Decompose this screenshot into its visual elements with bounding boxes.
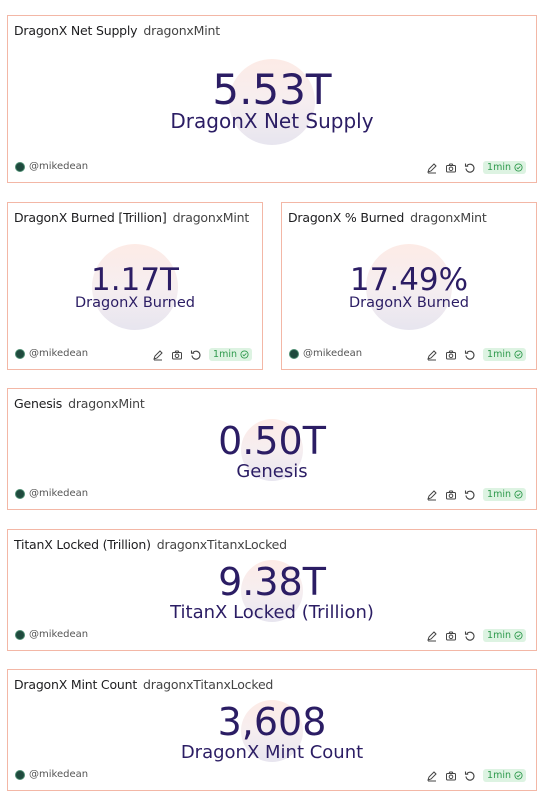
card-title[interactable]: DragonX Net Supply	[14, 23, 138, 38]
author[interactable]: @mikedean	[15, 348, 88, 359]
refresh-icon[interactable]	[464, 162, 476, 174]
author-name: @mikedean	[29, 488, 89, 499]
edit-icon[interactable]	[426, 162, 438, 174]
author[interactable]: @mikedean	[15, 769, 88, 780]
refresh-icon[interactable]	[464, 770, 476, 782]
card-title[interactable]: DragonX Mint Count	[14, 677, 138, 692]
card-header: DragonX Burned [Trillion] dragonxMint	[14, 210, 249, 225]
value-background-circle	[92, 244, 178, 330]
check-circle-icon	[514, 490, 523, 499]
card-title[interactable]: TitanX Locked (Trillion)	[14, 537, 151, 552]
refresh-interval-badge[interactable]: 1min	[483, 629, 526, 642]
card-header: DragonX Net Supply dragonxMint	[14, 23, 220, 38]
card-title[interactable]: DragonX Burned [Trillion]	[14, 210, 167, 225]
value-background-circle	[366, 244, 452, 330]
card-query-name[interactable]: dragonxTitanxLocked	[156, 537, 287, 552]
card-header: TitanX Locked (Trillion) dragonxTitanxLoc…	[14, 537, 287, 552]
counter-value: 1.17T	[91, 262, 179, 298]
avatar	[15, 161, 25, 172]
counter-card-mint-count: DragonX Mint Count dragonxTitanxLocked 3,…	[7, 669, 537, 791]
avatar	[15, 629, 25, 640]
counter-card-burned: DragonX Burned [Trillion] dragonxMint 1.1…	[7, 202, 263, 370]
card-header: DragonX Mint Count dragonxTitanxLocked	[14, 677, 273, 692]
card-query-name[interactable]: dragonxMint	[143, 23, 220, 38]
counter-value: 17.49%	[349, 262, 469, 298]
counter-card-percent-burned: DragonX % Burned dragonxMint 17.49% Drago…	[281, 202, 537, 370]
check-circle-icon	[514, 163, 523, 172]
camera-icon[interactable]	[445, 489, 457, 501]
counter-label: DragonX Mint Count	[180, 742, 364, 763]
refresh-interval-label: 1min	[487, 630, 511, 641]
avatar	[15, 488, 25, 499]
counter-card-titanx-locked: TitanX Locked (Trillion) dragonxTitanxLoc…	[7, 529, 537, 651]
author[interactable]: @mikedean	[15, 161, 88, 172]
counter-value: 0.50T	[218, 419, 326, 463]
edit-icon[interactable]	[426, 630, 438, 642]
author-name: @mikedean	[29, 161, 89, 172]
refresh-interval-badge[interactable]: 1min	[483, 348, 526, 361]
refresh-interval-badge[interactable]: 1min	[209, 348, 252, 361]
edit-icon[interactable]	[426, 489, 438, 501]
refresh-interval-label: 1min	[213, 349, 237, 360]
counter-label: DragonX Burned	[75, 295, 195, 311]
card-header: Genesis dragonxMint	[14, 396, 145, 411]
check-circle-icon	[514, 771, 523, 780]
camera-icon[interactable]	[445, 162, 457, 174]
card-query-name[interactable]: dragonxMint	[172, 210, 250, 225]
value-background-circle	[241, 560, 303, 622]
author[interactable]: @mikedean	[289, 348, 362, 359]
author-name: @mikedean	[303, 348, 363, 359]
counter-card-net-supply: DragonX Net Supply dragonxMint 5.53T Drag…	[7, 15, 537, 183]
avatar	[15, 769, 25, 780]
refresh-icon[interactable]	[464, 489, 476, 501]
author-name: @mikedean	[29, 769, 89, 780]
value-background-circle	[241, 419, 303, 481]
refresh-icon[interactable]	[464, 349, 476, 361]
counter-value: 9.38T	[218, 560, 326, 604]
card-query-name[interactable]: dragonxMint	[410, 210, 487, 225]
check-circle-icon	[514, 631, 523, 640]
card-query-name[interactable]: dragonxTitanxLocked	[143, 677, 274, 692]
camera-icon[interactable]	[445, 349, 457, 361]
counter-value: 5.53T	[212, 65, 332, 114]
counter-label: Genesis	[236, 461, 308, 482]
refresh-interval-label: 1min	[487, 770, 511, 781]
counter-label: TitanX Locked (Trillion)	[170, 602, 374, 623]
edit-icon[interactable]	[426, 349, 438, 361]
counter-label: DragonX Burned	[349, 295, 469, 311]
camera-icon[interactable]	[445, 770, 457, 782]
check-circle-icon	[514, 350, 523, 359]
counter-value: 3,608	[217, 700, 327, 744]
edit-icon[interactable]	[426, 770, 438, 782]
author-name: @mikedean	[29, 629, 89, 640]
refresh-icon[interactable]	[464, 630, 476, 642]
edit-icon[interactable]	[152, 349, 164, 361]
refresh-icon[interactable]	[190, 349, 202, 361]
value-background-circle	[241, 700, 303, 762]
avatar	[15, 348, 25, 359]
refresh-interval-badge[interactable]: 1min	[483, 488, 526, 501]
card-header: DragonX % Burned dragonxMint	[288, 210, 487, 225]
counter-label: DragonX Net Supply	[170, 109, 374, 133]
refresh-interval-label: 1min	[487, 162, 511, 173]
camera-icon[interactable]	[445, 630, 457, 642]
camera-icon[interactable]	[171, 349, 183, 361]
author[interactable]: @mikedean	[15, 488, 88, 499]
author[interactable]: @mikedean	[15, 629, 88, 640]
card-query-name[interactable]: dragonxMint	[68, 396, 145, 411]
card-title[interactable]: DragonX % Burned	[288, 210, 405, 225]
refresh-interval-label: 1min	[487, 349, 511, 360]
refresh-interval-label: 1min	[487, 489, 511, 500]
counter-card-genesis: Genesis dragonxMint 0.50T Genesis @mikede…	[7, 388, 537, 510]
refresh-interval-badge[interactable]: 1min	[483, 769, 526, 782]
avatar	[289, 348, 299, 359]
card-title[interactable]: Genesis	[14, 396, 63, 411]
refresh-interval-badge[interactable]: 1min	[483, 161, 526, 174]
author-name: @mikedean	[29, 348, 89, 359]
value-background-circle	[229, 59, 315, 145]
check-circle-icon	[240, 350, 249, 359]
